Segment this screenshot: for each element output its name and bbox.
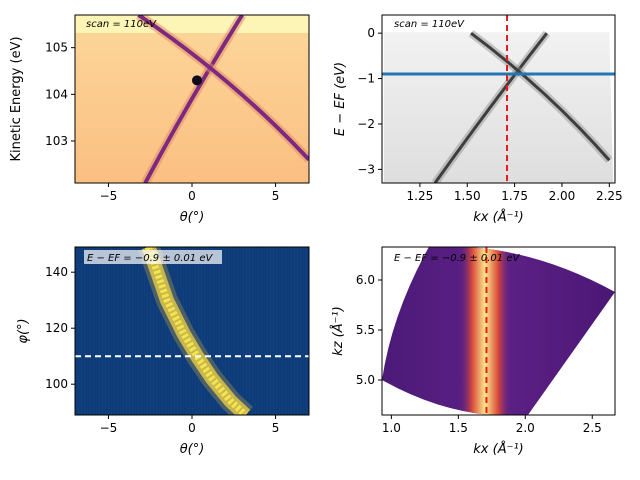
p2-xtick-label-3: 2.00 xyxy=(549,189,576,203)
p3-xtick-label-2: 5 xyxy=(272,421,280,435)
p4-xtick-label-0: 1.0 xyxy=(382,421,401,435)
panel-kz-vs-kx-ticks: 1.0 1.5 2.0 2.5 5.0 5.5 6.0 xyxy=(356,273,602,435)
p3-xtick-label-0: −5 xyxy=(100,421,118,435)
panel-kz-vs-kx-ylabel: kz (Å⁻¹) xyxy=(330,306,346,356)
p2-ytick-label-0: 0 xyxy=(367,26,375,40)
panel-energy-vs-kx-frame xyxy=(381,14,616,184)
p2-xtick-label-2: 1.75 xyxy=(501,189,528,203)
panel-phi-vs-theta: −5 0 5 100 120 140 E − EF = −0.9 ± 0.01 eV θ(… xyxy=(16,246,310,457)
panel-phi-vs-theta-ylabel: φ(°) xyxy=(16,318,31,343)
p3-ytick-label-0: 100 xyxy=(45,377,68,391)
p2-xtick-label-1: 1.50 xyxy=(454,189,481,203)
panel-phi-vs-theta-xlabel: θ(°) xyxy=(180,442,205,457)
p3-band-core xyxy=(145,247,248,415)
p2-ytick-label-3: −3 xyxy=(357,162,375,176)
p1-top-band xyxy=(75,15,309,33)
p4-ytick-label-2: 6.0 xyxy=(356,273,375,287)
p4-xtick-label-2: 2.0 xyxy=(516,421,535,435)
panel-phi-vs-theta-ticks: −5 0 5 100 120 140 xyxy=(45,265,279,435)
panel-energy-vs-kx-ylabel: E − EF (eV) xyxy=(333,62,348,136)
p1-branch-b xyxy=(137,15,309,162)
p1-ytick-label-1: 104 xyxy=(45,87,68,101)
panel-energy-vs-kx-annotation: scan = 110eV xyxy=(394,19,465,30)
panel-kz-vs-kx-xlabel: kx (Å⁻¹) xyxy=(473,441,523,457)
p2-xtick-label-4: 2.25 xyxy=(596,189,623,203)
p3-xtick-label-1: 0 xyxy=(188,421,196,435)
p2-ytick-label-1: −1 xyxy=(357,72,375,86)
panel-phi-vs-theta-annotation-box xyxy=(84,250,222,264)
panel-kz-vs-kx-annotation: E − EF = −0.9 ± 0.01 eV xyxy=(394,253,520,264)
p1-ytick-label-2: 105 xyxy=(45,41,68,55)
p1-xtick-label-1: 0 xyxy=(188,189,196,203)
panel-energy-vs-kx-xlabel: kx (Å⁻¹) xyxy=(473,209,523,225)
panel-kz-vs-kx-frame xyxy=(381,246,616,416)
p1-ytick-label-0: 103 xyxy=(45,134,68,148)
p4-xtick-label-3: 2.5 xyxy=(583,421,602,435)
panel-energy-vs-theta-image xyxy=(75,15,309,183)
p2-data-region xyxy=(383,32,614,183)
p2-branch-b xyxy=(470,31,611,162)
p4-xtick-label-1: 1.5 xyxy=(449,421,468,435)
panel-phi-vs-theta-frame xyxy=(74,246,310,416)
panel-energy-vs-theta: −5 0 5 103 104 105 scan = 110eV θ(°) Kinetic … xyxy=(9,14,310,225)
p2-xtick-label-0: 1.25 xyxy=(407,189,434,203)
p1-xtick-label-0: −5 xyxy=(100,189,118,203)
p4-ytick-label-0: 5.0 xyxy=(356,373,375,387)
panel-energy-vs-theta-ticks: −5 0 5 103 104 105 xyxy=(45,41,279,203)
panel-phi-vs-theta-image xyxy=(75,247,309,415)
panel-phi-vs-theta-annotation: E − EF = −0.9 ± 0.01 eV xyxy=(87,253,213,264)
p2-ytick-label-2: −2 xyxy=(357,117,375,131)
p4-ytick-label-1: 5.5 xyxy=(356,323,375,337)
p2-branch-a xyxy=(433,32,548,183)
panel-energy-vs-kx-ticks: 1.25 1.50 1.75 2.00 2.25 0 −1 −2 −3 xyxy=(357,26,622,203)
p3-ytick-label-1: 120 xyxy=(45,321,68,335)
panel-energy-vs-kx-image xyxy=(382,15,615,183)
p3-ytick-label-2: 140 xyxy=(45,265,68,279)
panel-energy-vs-theta-frame xyxy=(74,14,310,184)
panel-kz-vs-kx: 1.0 1.5 2.0 2.5 5.0 5.5 6.0 E − EF = −0.9 ± 0.… xyxy=(330,246,616,457)
panel-energy-vs-theta-annotation: scan = 110eV xyxy=(86,19,157,30)
panel-energy-vs-kx: 1.25 1.50 1.75 2.00 2.25 0 −1 −2 −3 scan = 110eV… xyxy=(333,14,623,225)
panel-energy-vs-theta-ylabel: Kinetic Energy (eV) xyxy=(9,36,24,161)
p1-branch-a xyxy=(143,15,244,183)
p1-crossing-point xyxy=(192,75,203,86)
p4-bright-band xyxy=(459,247,512,415)
p1-xtick-label-2: 5 xyxy=(272,189,280,203)
panel-kz-vs-kx-image xyxy=(382,247,615,415)
panel-energy-vs-theta-xlabel: θ(°) xyxy=(180,210,205,225)
